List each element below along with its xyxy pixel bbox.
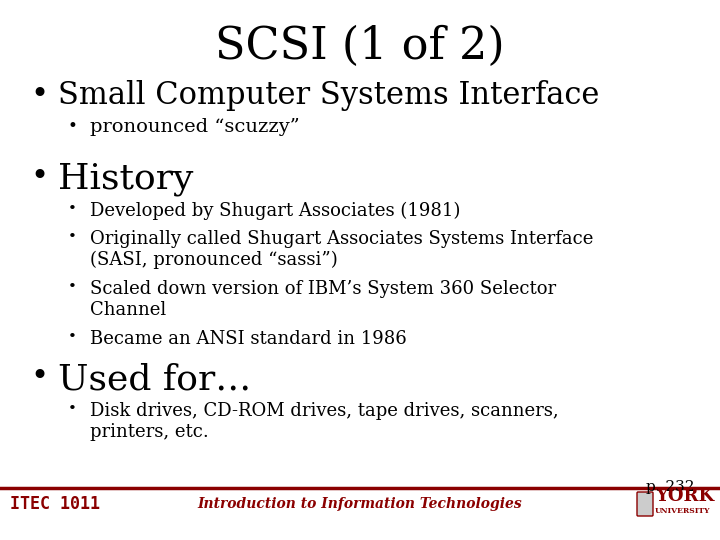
Text: p. 232: p. 232: [647, 480, 695, 494]
Text: History: History: [58, 162, 194, 196]
Text: •: •: [68, 118, 78, 135]
Text: •: •: [68, 330, 77, 344]
Text: Originally called Shugart Associates Systems Interface
(SASI, pronounced “sassi”: Originally called Shugart Associates Sys…: [90, 230, 593, 269]
Text: •: •: [30, 80, 48, 111]
Text: pronounced “scuzzy”: pronounced “scuzzy”: [90, 118, 300, 136]
Text: •: •: [30, 362, 48, 393]
Text: •: •: [30, 162, 48, 193]
Text: •: •: [68, 202, 77, 216]
Text: •: •: [68, 402, 77, 416]
Text: UNIVERSITY: UNIVERSITY: [655, 507, 711, 515]
Text: Small Computer Systems Interface: Small Computer Systems Interface: [58, 80, 599, 111]
Text: Developed by Shugart Associates (1981): Developed by Shugart Associates (1981): [90, 202, 460, 220]
Text: Used for…: Used for…: [58, 362, 251, 396]
FancyBboxPatch shape: [637, 492, 653, 516]
Text: •: •: [68, 280, 77, 294]
Text: Disk drives, CD-ROM drives, tape drives, scanners,
printers, etc.: Disk drives, CD-ROM drives, tape drives,…: [90, 402, 559, 441]
Text: Scaled down version of IBM’s System 360 Selector
Channel: Scaled down version of IBM’s System 360 …: [90, 280, 556, 319]
Text: SCSI (1 of 2): SCSI (1 of 2): [215, 25, 505, 68]
Text: •: •: [68, 230, 77, 244]
Text: Introduction to Information Technologies: Introduction to Information Technologies: [198, 497, 522, 511]
Text: YORK: YORK: [655, 487, 714, 505]
Text: ITEC 1011: ITEC 1011: [10, 495, 100, 513]
Text: Became an ANSI standard in 1986: Became an ANSI standard in 1986: [90, 330, 407, 348]
